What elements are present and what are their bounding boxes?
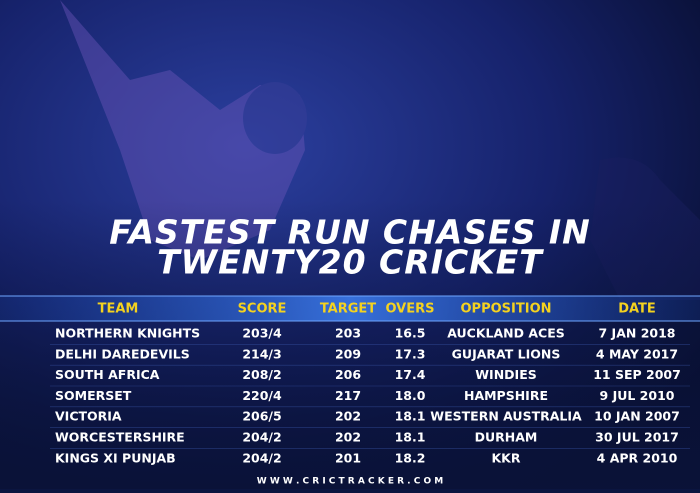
table: TEAM SCORE TARGET OVERS OPPOSITION DATE NORTHE… <box>50 302 690 465</box>
table-cell: 7 JAN 2018 <box>599 326 676 341</box>
table-cell: 220/4 <box>242 388 282 403</box>
title-line: TWENTY20 CRICKET <box>157 243 544 282</box>
table-cell: 10 JAN 2007 <box>594 409 680 424</box>
table-cell: 11 SEP 2007 <box>593 367 681 382</box>
table-cell: 16.5 <box>395 326 426 341</box>
column-header: OVERS <box>385 302 434 317</box>
table-cell: AUCKLAND ACES <box>447 326 565 341</box>
table-cell: 18.2 <box>395 450 426 465</box>
table-cell: WINDIES <box>475 367 536 382</box>
column-header: TEAM <box>98 302 139 317</box>
table-cell: GUJARAT LIONS <box>452 346 561 361</box>
table-cell: 208/2 <box>242 367 281 382</box>
table-cell: 4 MAY 2017 <box>596 346 678 361</box>
table-cell: 214/3 <box>242 346 281 361</box>
table-cell: NORTHERN KNIGHTS <box>55 326 200 341</box>
table-cell: 18.1 <box>395 430 426 445</box>
table-cell: 17.4 <box>395 367 426 382</box>
column-header: SCORE <box>238 302 287 317</box>
footer-url: W W W . C R I C T R A C K E R . C O M <box>257 477 443 487</box>
title-line: FASTEST RUN CHASES IN <box>109 213 591 252</box>
table-cell: VICTORIA <box>55 409 122 424</box>
table-cell: KINGS XI PUNJAB <box>55 450 176 465</box>
table-cell: 209 <box>335 346 361 361</box>
table-cell: 204/2 <box>242 430 281 445</box>
table-cell: 206 <box>335 367 361 382</box>
table-cell: KKR <box>492 450 521 465</box>
table-cell: 217 <box>335 388 361 403</box>
table-cell: WORCESTERSHIRE <box>55 430 185 445</box>
table-cell: 17.3 <box>395 346 426 361</box>
table-cell: 202 <box>335 430 361 445</box>
table-cell: 201 <box>335 450 361 465</box>
table-cell: 202 <box>335 409 361 424</box>
table-cell: 30 JUL 2017 <box>595 430 679 445</box>
table-cell: DELHI DAREDEVILS <box>55 346 190 361</box>
column-header: DATE <box>618 302 656 317</box>
table-cell: 203/4 <box>242 326 282 341</box>
header-band <box>0 296 700 321</box>
column-header: TARGET <box>320 302 376 317</box>
table-cell: 9 JUL 2010 <box>600 388 675 403</box>
table-cell: 204/2 <box>242 450 281 465</box>
table-cell: 4 APR 2010 <box>597 450 678 465</box>
table-cell: HAMPSHIRE <box>464 388 548 403</box>
table-cell: DURHAM <box>475 430 538 445</box>
table-cell: 203 <box>335 326 361 341</box>
table-cell: SOMERSET <box>55 388 132 403</box>
table-cell: SOUTH AFRICA <box>55 367 160 382</box>
table-cell: WESTERN AUSTRALIA <box>430 409 582 424</box>
table-cell: 18.1 <box>395 409 426 424</box>
table-cell: 18.0 <box>395 388 426 403</box>
column-header: OPPOSITION <box>461 302 552 317</box>
table-cell: 206/5 <box>242 409 281 424</box>
